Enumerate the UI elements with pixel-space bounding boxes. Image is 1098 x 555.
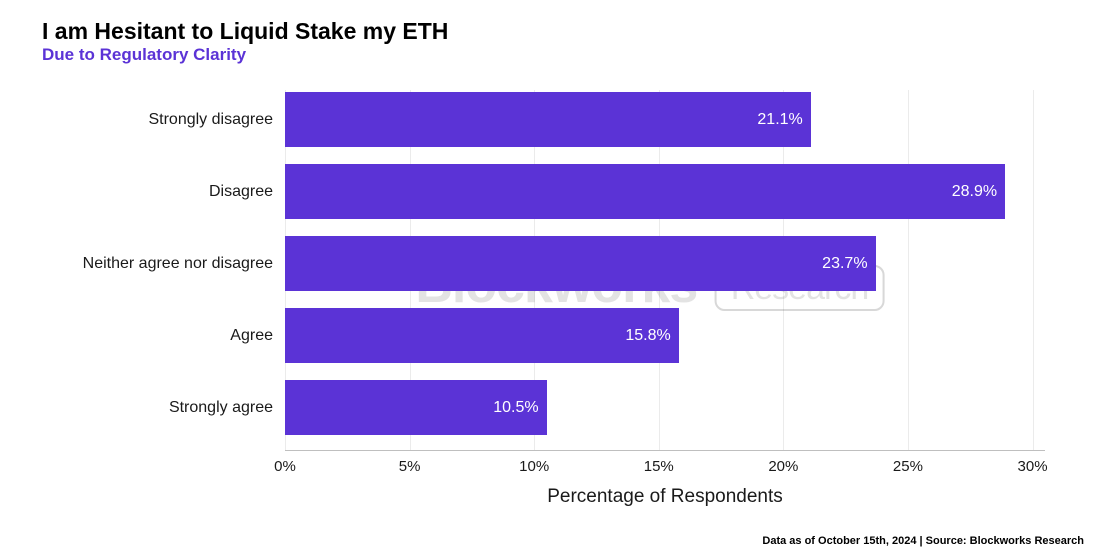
chart-title-block: I am Hesitant to Liquid Stake my ETH Due… bbox=[42, 18, 448, 65]
x-tick-label: 30% bbox=[1018, 458, 1048, 475]
y-tick-label: Strongly disagree bbox=[148, 111, 273, 129]
y-tick-label: Agree bbox=[230, 327, 273, 345]
x-tick-label: 20% bbox=[768, 458, 798, 475]
x-tick-label: 25% bbox=[893, 458, 923, 475]
bar-row: Disagree28.9% bbox=[285, 164, 1045, 219]
footer-note: Data as of October 15th, 2024 | Source: … bbox=[762, 535, 1084, 547]
bar-value-label: 23.7% bbox=[822, 255, 867, 273]
bar-value-label: 10.5% bbox=[493, 399, 538, 417]
x-axis-line bbox=[285, 450, 1045, 451]
x-tick-label: 0% bbox=[274, 458, 296, 475]
y-tick-label: Strongly agree bbox=[169, 399, 273, 417]
y-tick-label: Neither agree nor disagree bbox=[83, 255, 273, 273]
x-axis-title: Percentage of Respondents bbox=[547, 486, 783, 508]
chart-plot-area: Blockworks Research 0%5%10%15%20%25%30% … bbox=[285, 90, 1045, 480]
bar-row: Neither agree nor disagree23.7% bbox=[285, 236, 1045, 291]
chart-subtitle: Due to Regulatory Clarity bbox=[42, 45, 448, 65]
bar-row: Strongly agree10.5% bbox=[285, 380, 1045, 435]
x-tick-label: 15% bbox=[644, 458, 674, 475]
bar: 21.1% bbox=[285, 92, 811, 147]
bar: 28.9% bbox=[285, 164, 1005, 219]
x-tick-label: 5% bbox=[399, 458, 421, 475]
bar: 15.8% bbox=[285, 308, 679, 363]
bar: 23.7% bbox=[285, 236, 876, 291]
bar-value-label: 15.8% bbox=[625, 327, 670, 345]
chart-title: I am Hesitant to Liquid Stake my ETH bbox=[42, 18, 448, 45]
bar: 10.5% bbox=[285, 380, 547, 435]
bar-value-label: 21.1% bbox=[757, 111, 802, 129]
bar-row: Agree15.8% bbox=[285, 308, 1045, 363]
bar-value-label: 28.9% bbox=[952, 183, 997, 201]
bar-row: Strongly disagree21.1% bbox=[285, 92, 1045, 147]
y-tick-label: Disagree bbox=[209, 183, 273, 201]
x-tick-label: 10% bbox=[519, 458, 549, 475]
